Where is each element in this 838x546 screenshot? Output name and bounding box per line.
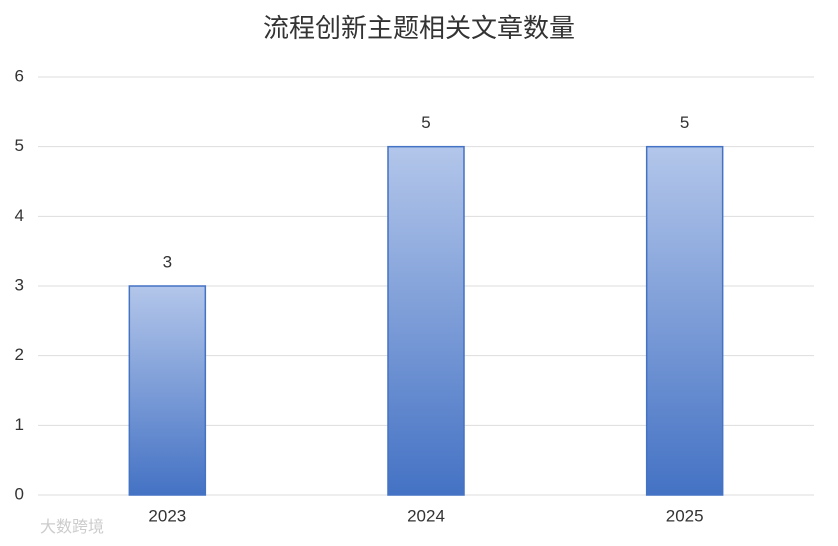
bar: [128, 285, 207, 496]
y-tick-label: 0: [15, 484, 24, 503]
watermark: 大数跨境: [40, 517, 104, 536]
y-tick-label: 6: [15, 66, 24, 85]
chart-title: 流程创新主题相关文章数量: [263, 13, 575, 43]
data-label: 5: [421, 113, 430, 132]
bar: [645, 145, 724, 496]
data-label: 3: [163, 252, 172, 271]
y-tick-label: 1: [15, 415, 24, 434]
y-tick-label: 5: [15, 136, 24, 155]
bar: [387, 145, 465, 496]
x-tick-label: 2025: [666, 506, 704, 525]
x-tick-label: 2023: [148, 506, 186, 525]
data-label: 5: [680, 113, 689, 132]
x-tick-label: 2024: [407, 506, 445, 525]
y-tick-label: 2: [15, 345, 24, 364]
y-tick-label: 4: [15, 206, 24, 225]
y-tick-label: 3: [15, 275, 24, 294]
